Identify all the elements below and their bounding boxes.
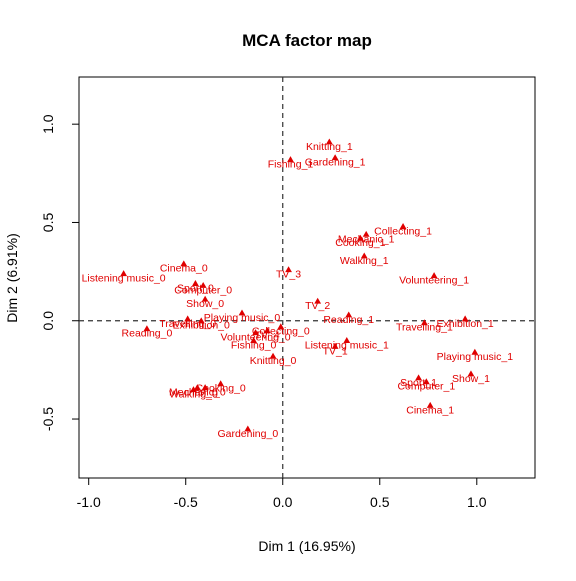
data-point-marker xyxy=(287,156,294,163)
data-point-marker xyxy=(399,222,407,229)
data-point-label: TV_2 xyxy=(305,300,330,312)
data-point-marker xyxy=(252,329,259,336)
x-tick-label: 1.0 xyxy=(467,494,487,510)
data-point-marker xyxy=(314,297,322,304)
plot-frame xyxy=(78,76,536,479)
data-point-marker xyxy=(238,309,246,316)
data-point-marker xyxy=(415,374,422,381)
data-point-label: Computer_0 xyxy=(174,284,232,296)
data-point-label: Playing music_1 xyxy=(437,351,514,363)
data-point-label: Computer_1 xyxy=(397,381,455,393)
plot-area: -1.0 -0.5 0.0 0.5 1.0 -0.5 0.0 0.5 1.0 Knitting_1… xyxy=(40,76,536,510)
data-point-label: Gardening_1 xyxy=(305,157,366,169)
x-axis-label: Dim 1 (16.95%) xyxy=(258,538,355,554)
data-point-marker xyxy=(193,384,201,391)
data-point-marker xyxy=(325,138,333,145)
data-point-marker xyxy=(197,317,205,324)
data-point-label: Reading_1 xyxy=(323,314,374,326)
data-point-label: Fishing_0 xyxy=(231,339,277,351)
data-point-label: Playing music_0 xyxy=(204,312,281,324)
data-point-label: Collecting_1 xyxy=(374,225,432,237)
data-point-marker xyxy=(467,370,475,377)
data-point-marker xyxy=(471,348,479,355)
data-point-marker xyxy=(331,154,339,161)
x-tick-label: -1.0 xyxy=(77,494,101,510)
data-point-marker xyxy=(362,230,370,237)
data-point-label: Mechanic_0 xyxy=(169,387,226,399)
data-point-label: TV_0 xyxy=(193,387,218,399)
data-point-marker xyxy=(190,386,197,393)
data-point-label: Exhibition_0 xyxy=(173,320,230,332)
data-point-marker xyxy=(120,270,128,277)
data-point-label: Cinema_1 xyxy=(406,404,454,416)
data-point-marker xyxy=(343,337,351,343)
data-point-label: Fishing_1 xyxy=(268,159,314,171)
data-point-label: Cooking_1 xyxy=(335,237,385,249)
data-point-marker xyxy=(263,327,271,334)
data-point-marker xyxy=(184,315,192,322)
data-point-label: Listening music_1 xyxy=(305,339,389,351)
y-tick-label: 0.5 xyxy=(40,213,56,233)
data-point-label: Sport_1 xyxy=(400,377,437,389)
data-point-marker xyxy=(199,281,207,288)
data-point-marker xyxy=(331,342,339,349)
y-tick-label: 1.0 xyxy=(40,114,56,134)
x-tick-label: 0.0 xyxy=(273,494,293,510)
data-point-marker xyxy=(192,279,199,286)
x-tick-label: -0.5 xyxy=(174,494,198,510)
data-point-label: Exhibition_1 xyxy=(437,318,494,330)
data-point-label: Walking_1 xyxy=(340,255,389,267)
data-point-label: Gardening_0 xyxy=(217,428,278,440)
data-point-marker xyxy=(143,325,151,332)
data-point-label: Mechanic_1 xyxy=(338,233,395,245)
data-point-marker xyxy=(422,378,430,385)
data-point-label: Collecting_0 xyxy=(252,326,310,338)
data-point-marker xyxy=(277,323,285,330)
data-point-label: Knitting_1 xyxy=(306,141,353,153)
data-point-marker xyxy=(244,425,252,432)
data-point-marker xyxy=(285,266,292,273)
data-point-marker xyxy=(360,252,368,259)
data-point-label: Listening music_0 xyxy=(82,273,166,285)
data-point-marker xyxy=(461,315,469,322)
data-point-label: Volunteering_0 xyxy=(221,332,291,344)
data-point-label: TV_3 xyxy=(276,269,301,281)
data-point-marker xyxy=(201,384,209,391)
data-point-label: Walking_0 xyxy=(169,389,218,401)
y-tick-label: 0.0 xyxy=(40,311,56,331)
data-point-marker xyxy=(356,234,364,241)
y-axis-label: Dim 2 (6.91%) xyxy=(4,233,20,322)
data-point-label: Cinema_0 xyxy=(160,263,208,275)
x-tick-label: 0.5 xyxy=(370,494,390,510)
data-point-label: Cooking_0 xyxy=(196,383,246,395)
data-point-label: Volunteering_1 xyxy=(399,275,469,287)
data-point-marker xyxy=(345,311,353,318)
data-point-marker xyxy=(420,319,428,326)
data-point-marker xyxy=(426,401,434,408)
data-point-label: Reading_0 xyxy=(122,328,173,340)
data-point-label: TV_1 xyxy=(323,345,348,357)
data-point-marker xyxy=(217,380,225,387)
y-tick-label: -0.5 xyxy=(40,407,56,431)
chart-title: MCA factor map xyxy=(242,31,372,50)
data-point-label: Show_1 xyxy=(452,373,490,385)
data-point-marker xyxy=(430,272,438,279)
data-point-label: Show_0 xyxy=(186,298,224,310)
data-point-label: TV_4 xyxy=(255,330,280,342)
data-point-label: Knitting_0 xyxy=(250,355,297,367)
data-point-marker xyxy=(250,337,258,343)
data-point-marker xyxy=(180,260,188,267)
data-point-marker xyxy=(269,352,277,359)
data-point-marker xyxy=(201,295,209,302)
data-point-label: Travelling_1 xyxy=(396,322,453,334)
